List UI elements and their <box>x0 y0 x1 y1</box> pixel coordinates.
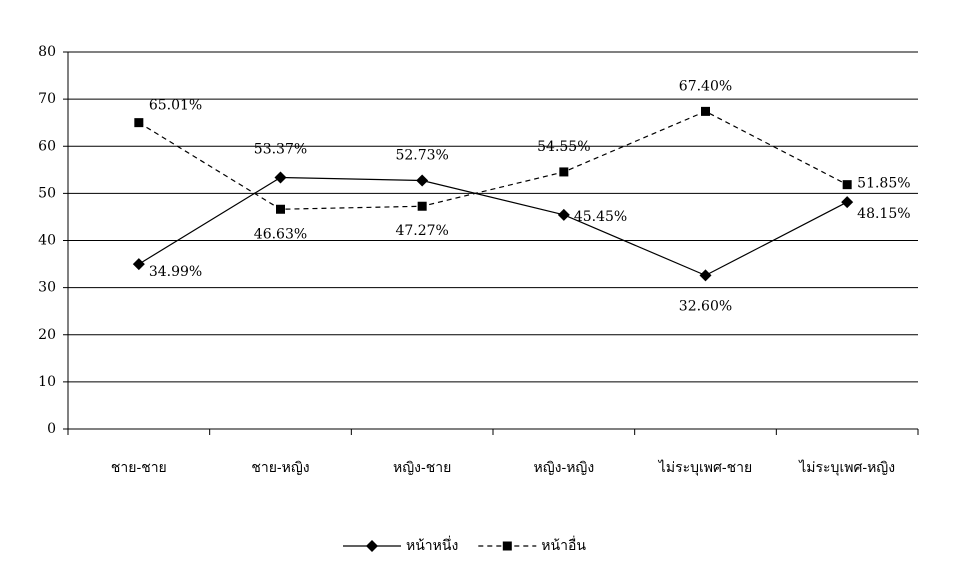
y-tick-label: 80 <box>38 44 56 60</box>
x-tick-label: หญิง-หญิง <box>533 460 594 476</box>
data-label: 67.40% <box>679 78 732 94</box>
marker <box>134 118 144 128</box>
marker <box>132 258 145 271</box>
y-tick-label: 10 <box>38 374 56 390</box>
marker <box>274 171 287 184</box>
marker <box>559 167 569 177</box>
marker <box>417 201 427 211</box>
y-tick-label: 40 <box>38 233 56 249</box>
legend-label: หน้าหนึ่ง <box>406 536 458 554</box>
y-tick-label: 30 <box>38 280 56 296</box>
data-label: 52.73% <box>395 148 448 164</box>
data-label: 34.99% <box>149 264 202 280</box>
y-tick-label: 70 <box>38 91 56 107</box>
x-tick-label: ชาย-หญิง <box>251 460 309 476</box>
data-label: 47.27% <box>395 223 448 239</box>
data-label: 45.45% <box>574 209 627 225</box>
data-label: 32.60% <box>679 298 732 314</box>
legend-marker <box>502 541 512 551</box>
data-label: 51.85% <box>857 176 910 192</box>
y-tick-label: 60 <box>38 138 56 154</box>
data-label: 53.37% <box>254 141 307 157</box>
marker <box>416 174 429 187</box>
marker <box>557 208 570 221</box>
y-tick-label: 50 <box>38 185 56 201</box>
data-label: 46.63% <box>254 226 307 242</box>
marker <box>701 106 710 116</box>
legend-label: หน้าอื่น <box>541 536 586 554</box>
series-line <box>138 176 848 277</box>
marker <box>276 204 285 214</box>
x-tick-label: ชาย-ชาย <box>111 460 167 476</box>
marker <box>841 196 854 209</box>
data-label: 48.15% <box>857 206 910 222</box>
x-tick-label: ไม่ระบุเพศ-ชาย <box>658 459 752 476</box>
legend-marker <box>366 540 378 552</box>
marker <box>699 269 712 282</box>
y-tick-label: 20 <box>38 327 56 343</box>
series-line <box>138 110 848 210</box>
marker <box>842 180 852 190</box>
x-tick-label: ไม่ระบุเพศ-หญิง <box>798 459 895 476</box>
data-label: 65.01% <box>149 98 202 114</box>
y-tick-label: 0 <box>47 421 56 437</box>
data-label: 54.55% <box>537 139 590 155</box>
x-tick-label: หญิง-ชาย <box>393 460 451 476</box>
